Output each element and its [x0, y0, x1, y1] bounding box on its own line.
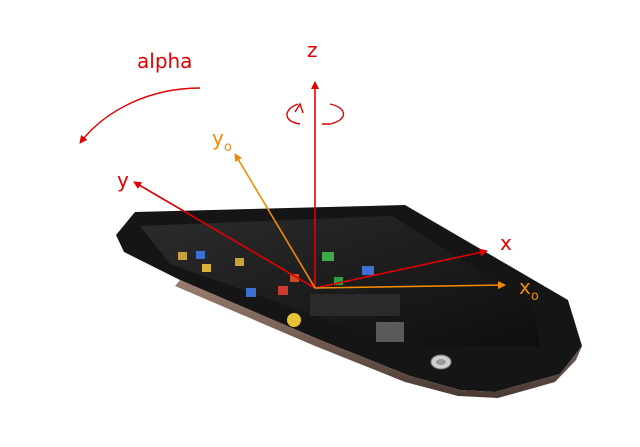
- screen-app-icons: [178, 251, 404, 342]
- y-label: y: [117, 168, 129, 192]
- x0-label: xo: [519, 275, 539, 303]
- y-axis: [133, 181, 316, 289]
- x-label: x: [500, 231, 512, 255]
- x0-axis: [314, 281, 506, 290]
- alpha-label: alpha: [137, 49, 193, 73]
- x-axis: [314, 248, 488, 289]
- y0-label-main: y: [212, 126, 224, 150]
- x0-label-sub: o: [530, 289, 539, 304]
- device-axes: [133, 81, 488, 289]
- curved-arrow-icon: [79, 87, 201, 144]
- y0-label-sub: o: [223, 140, 232, 155]
- earth-axes: [234, 153, 506, 290]
- x0-label-main: x: [519, 275, 531, 299]
- y0-axis: [234, 153, 316, 289]
- y0-label: yo: [212, 126, 232, 154]
- phone-icon: [116, 205, 582, 398]
- z-label: z: [307, 38, 318, 62]
- rotation-arrow-icon: [286, 103, 345, 125]
